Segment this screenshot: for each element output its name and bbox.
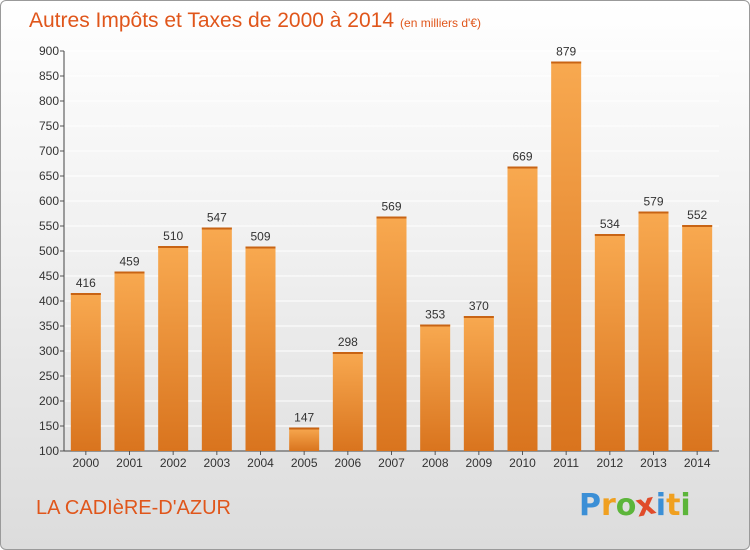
data-label: 552 [687, 208, 707, 222]
unit-label: (en milliers d'€) [400, 16, 482, 30]
bar-top-edge [201, 227, 232, 230]
y-tick-label: 350 [39, 319, 59, 333]
logo-letter: i [680, 488, 691, 523]
bar-top-edge [158, 246, 189, 248]
bar [463, 316, 494, 451]
data-label: 579 [643, 195, 663, 209]
data-label: 569 [381, 200, 401, 214]
bar [638, 211, 669, 451]
bar-top-edge [114, 271, 145, 274]
x-tick-label: 2010 [509, 456, 536, 470]
data-label: 370 [469, 299, 489, 313]
data-label: 510 [163, 229, 183, 243]
data-label: 459 [119, 255, 139, 269]
bar-top-edge [289, 427, 320, 430]
logo-letter: i [655, 488, 667, 523]
y-tick-label: 850 [39, 69, 59, 83]
x-tick-label: 2008 [422, 456, 449, 470]
bar [201, 227, 232, 451]
data-label: 669 [512, 150, 532, 164]
x-tick-label: 2014 [684, 456, 711, 470]
bar-top-edge [245, 246, 276, 249]
bar [376, 216, 407, 451]
bar [420, 324, 451, 451]
y-tick-label: 250 [39, 369, 59, 383]
data-label: 147 [294, 411, 314, 425]
y-tick-label: 700 [39, 144, 59, 158]
bar [245, 246, 276, 451]
y-tick-label: 800 [39, 94, 59, 108]
bar-top-edge [463, 316, 494, 318]
x-tick-label: 2002 [160, 456, 187, 470]
y-tick-label: 900 [39, 44, 59, 58]
bar [289, 427, 320, 451]
bar-top-edge [594, 234, 625, 236]
y-tick-label: 750 [39, 119, 59, 133]
x-tick-label: 2004 [247, 456, 274, 470]
x-tick-label: 2003 [203, 456, 230, 470]
bar-top-edge [507, 166, 538, 169]
bar [551, 61, 582, 451]
logo-letter: P [579, 488, 601, 523]
data-label: 534 [600, 217, 620, 231]
bar-top-edge [332, 352, 363, 354]
y-tick-label: 300 [39, 344, 59, 358]
y-tick-label: 150 [39, 419, 59, 433]
data-label: 509 [250, 230, 270, 244]
x-tick-label: 2001 [116, 456, 143, 470]
data-label: 353 [425, 308, 445, 322]
y-tick-label: 400 [39, 294, 59, 308]
y-tick-label: 600 [39, 194, 59, 208]
data-label: 547 [207, 211, 227, 225]
data-label: 416 [76, 276, 96, 290]
bar [332, 352, 363, 451]
x-tick-label: 2013 [640, 456, 667, 470]
bar-top-edge [638, 211, 669, 214]
x-tick-labels: 2000 2001 2002 2003 2004 2005 2006 2007 2008 2009… [72, 451, 711, 470]
y-tick-label: 500 [39, 244, 59, 258]
y-tick-labels: 100 150 200 250 300 350 400 450 500 550 600 650 700 7… [39, 44, 59, 458]
bar-top-edge [376, 216, 407, 219]
bar [114, 271, 145, 451]
proxiti-logo: Proxiti [579, 486, 691, 524]
y-tick-label: 550 [39, 219, 59, 233]
x-tick-label: 2000 [72, 456, 99, 470]
bar-top-edge [682, 225, 713, 227]
bar [70, 293, 101, 451]
y-tick-label: 450 [39, 269, 59, 283]
x-tick-label: 2006 [334, 456, 361, 470]
bar-top-edge [551, 61, 582, 64]
bar [507, 166, 538, 451]
y-tick-label: 100 [39, 444, 59, 458]
y-tick-label: 200 [39, 394, 59, 408]
bar [594, 234, 625, 451]
data-labels: 416 459 510 547 509 147 298 569 353 370 669 879 534 5… [76, 45, 708, 425]
chart-title: Autres Impôts et Taxes de 2000 à 2014 (en… [29, 9, 481, 33]
logo-letter: t [666, 488, 681, 523]
title-text: Autres Impôts et Taxes de 2000 à 2014 [29, 9, 395, 32]
bars [70, 61, 713, 451]
bar [682, 225, 713, 451]
bar-top-edge [420, 324, 451, 327]
x-tick-label: 2012 [596, 456, 623, 470]
data-label: 879 [556, 45, 576, 59]
bar [158, 246, 189, 451]
logo-letter: r [601, 488, 616, 523]
location-name: LA CADIèRE-D'AZUR [36, 497, 231, 519]
x-tick-label: 2007 [378, 456, 405, 470]
data-label: 298 [338, 335, 358, 349]
x-tick-label: 2011 [553, 456, 579, 470]
x-tick-label: 2005 [291, 456, 318, 470]
logo-letter: o [615, 488, 637, 523]
y-tick-label: 650 [39, 169, 59, 183]
x-tick-label: 2009 [465, 456, 492, 470]
bar-top-edge [70, 293, 101, 295]
